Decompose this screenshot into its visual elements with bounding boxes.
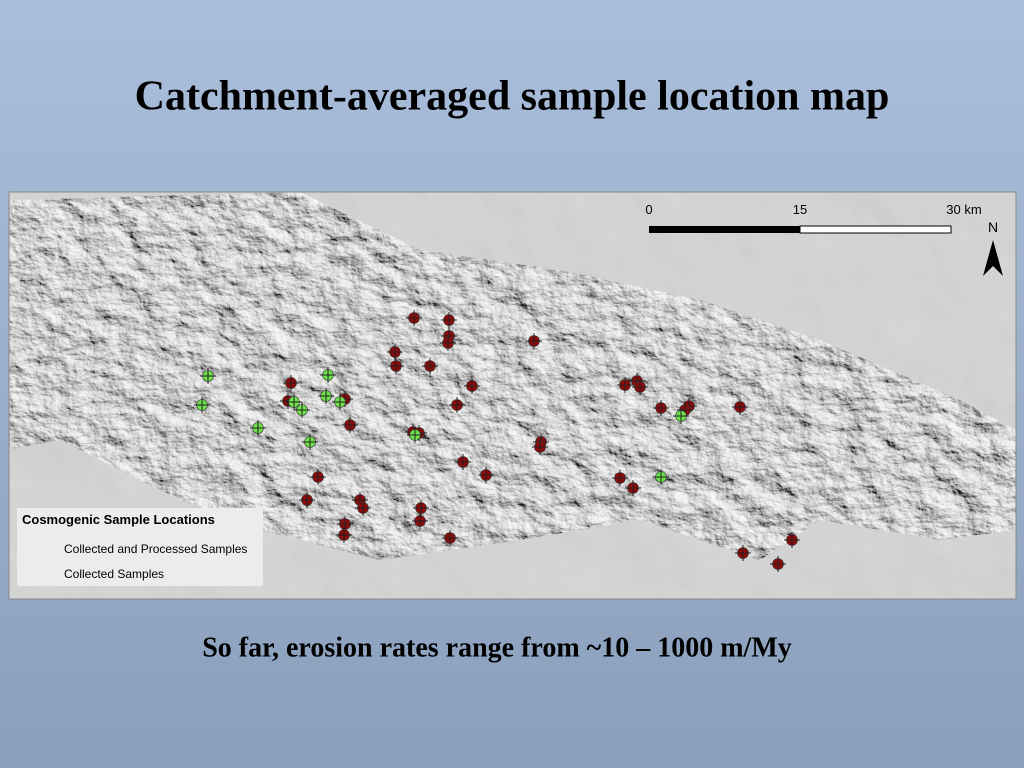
north-arrow [983,240,1003,276]
scale-white [799,225,952,234]
collected-sample [632,379,648,395]
collected-sample [653,400,669,416]
collected-sample [336,527,352,543]
collected-sample [449,397,465,413]
processed-sample [673,408,689,424]
legend-title: Cosmogenic Sample Locations [22,512,215,527]
collected-sample [441,312,457,328]
scale-black [649,226,800,233]
scale-label: 15 [793,202,807,217]
processed-sample [294,402,310,418]
processed-sample [286,394,302,410]
collected-sample [388,358,404,374]
collected-sample [387,344,403,360]
scale-label: 30 km [946,202,981,217]
legend-label: Collected Samples [64,567,164,581]
map-border [8,191,1017,600]
slide-title: Catchment-averaged sample location map [135,74,890,120]
collected-sample [310,469,326,485]
collected-sample [625,480,641,496]
collected-sample [526,333,542,349]
collected-sample [413,500,429,516]
map [9,192,1016,599]
collected-sample [422,358,438,374]
collected-sample [342,417,358,433]
collected-sample [478,467,494,483]
collected-sample [612,470,628,486]
scale-label: 0 [645,202,652,217]
collected-sample [283,375,299,391]
collected-sample [732,399,748,415]
processed-sample [302,434,318,450]
collected-sample [464,378,480,394]
north-label: N [988,219,998,235]
processed-sample [318,388,334,404]
processed-sample [320,367,336,383]
collected-sample [406,310,422,326]
processed-sample [653,469,669,485]
collected-sample [770,556,786,572]
caption: So far, erosion rates range from ~10 – 1… [202,632,792,663]
processed-sample [332,394,348,410]
collected-sample [617,377,633,393]
collected-sample [532,439,548,455]
processed-sample [200,368,216,384]
collected-sample [355,500,371,516]
processed-sample [194,397,210,413]
collected-sample [735,545,751,561]
processed-sample [407,427,423,443]
scale-bar: 0 15 30 km [645,202,982,234]
collected-sample [299,492,315,508]
collected-sample [442,530,458,546]
sample-markers [33,310,800,581]
processed-sample [250,420,266,436]
legend: Cosmogenic Sample Locations Collected an… [17,508,263,586]
collected-sample [412,513,428,529]
collected-sample [784,532,800,548]
legend-box [17,508,263,586]
collected-sample [440,335,456,351]
legend-label: Collected and Processed Samples [64,542,247,556]
collected-sample [455,454,471,470]
